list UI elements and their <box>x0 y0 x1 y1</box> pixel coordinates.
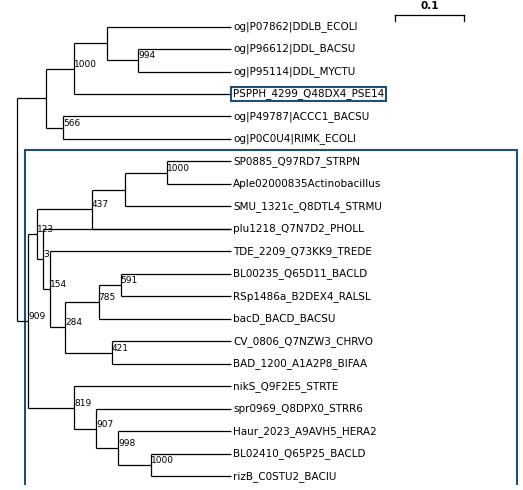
Text: 998: 998 <box>118 440 135 448</box>
Text: 1000: 1000 <box>74 60 97 69</box>
Text: 819: 819 <box>74 398 92 408</box>
Text: RSp1486a_B2DEX4_RALSL: RSp1486a_B2DEX4_RALSL <box>233 291 371 302</box>
Text: rizB_C0STU2_BACIU: rizB_C0STU2_BACIU <box>233 471 337 482</box>
Bar <box>26 150 517 488</box>
Text: 994: 994 <box>138 51 155 60</box>
Text: Aple02000835Actinobacillus: Aple02000835Actinobacillus <box>233 179 382 189</box>
Text: 154: 154 <box>50 280 67 290</box>
Text: 785: 785 <box>98 293 116 302</box>
Text: plu1218_Q7N7D2_PHOLL: plu1218_Q7N7D2_PHOLL <box>233 223 364 234</box>
Text: spr0969_Q8DPX0_STRR6: spr0969_Q8DPX0_STRR6 <box>233 403 363 415</box>
Text: PSPPH_4299_Q48DX4_PSE14: PSPPH_4299_Q48DX4_PSE14 <box>233 89 384 99</box>
Text: og|P07862|DDLB_ECOLI: og|P07862|DDLB_ECOLI <box>233 21 358 32</box>
Text: 3: 3 <box>43 250 49 259</box>
Text: og|P0C0U4|RIMK_ECOLI: og|P0C0U4|RIMK_ECOLI <box>233 134 356 145</box>
Text: 0.1: 0.1 <box>420 0 439 11</box>
Text: Haur_2023_A9AVH5_HERA2: Haur_2023_A9AVH5_HERA2 <box>233 426 377 437</box>
Text: BL02410_Q65P25_BACLD: BL02410_Q65P25_BACLD <box>233 448 366 460</box>
Text: 421: 421 <box>112 343 129 353</box>
Text: SP0885_Q97RD7_STRPN: SP0885_Q97RD7_STRPN <box>233 156 360 167</box>
Text: 437: 437 <box>92 200 109 209</box>
Text: 566: 566 <box>63 119 81 128</box>
Text: SMU_1321c_Q8DTL4_STRMU: SMU_1321c_Q8DTL4_STRMU <box>233 201 382 212</box>
Text: 909: 909 <box>28 312 45 321</box>
Text: og|P49787|ACCC1_BACSU: og|P49787|ACCC1_BACSU <box>233 111 370 122</box>
Text: og|P95114|DDL_MYCTU: og|P95114|DDL_MYCTU <box>233 66 356 77</box>
Text: BAD_1200_A1A2P8_BIFAA: BAD_1200_A1A2P8_BIFAA <box>233 359 368 369</box>
Text: og|P96612|DDL_BACSU: og|P96612|DDL_BACSU <box>233 44 356 54</box>
Text: 123: 123 <box>37 225 54 234</box>
Text: nikS_Q9F2E5_STRTE: nikS_Q9F2E5_STRTE <box>233 381 339 392</box>
Text: 1000: 1000 <box>167 164 190 173</box>
Text: 284: 284 <box>65 318 83 327</box>
Text: 1000: 1000 <box>151 456 174 465</box>
Text: 907: 907 <box>96 419 113 429</box>
Text: TDE_2209_Q73KK9_TREDE: TDE_2209_Q73KK9_TREDE <box>233 246 372 257</box>
Text: bacD_BACD_BACSU: bacD_BACD_BACSU <box>233 314 336 324</box>
Text: CV_0806_Q7NZW3_CHRVO: CV_0806_Q7NZW3_CHRVO <box>233 336 373 347</box>
Text: BL00235_Q65D11_BACLD: BL00235_Q65D11_BACLD <box>233 269 368 279</box>
Text: 591: 591 <box>120 276 138 285</box>
